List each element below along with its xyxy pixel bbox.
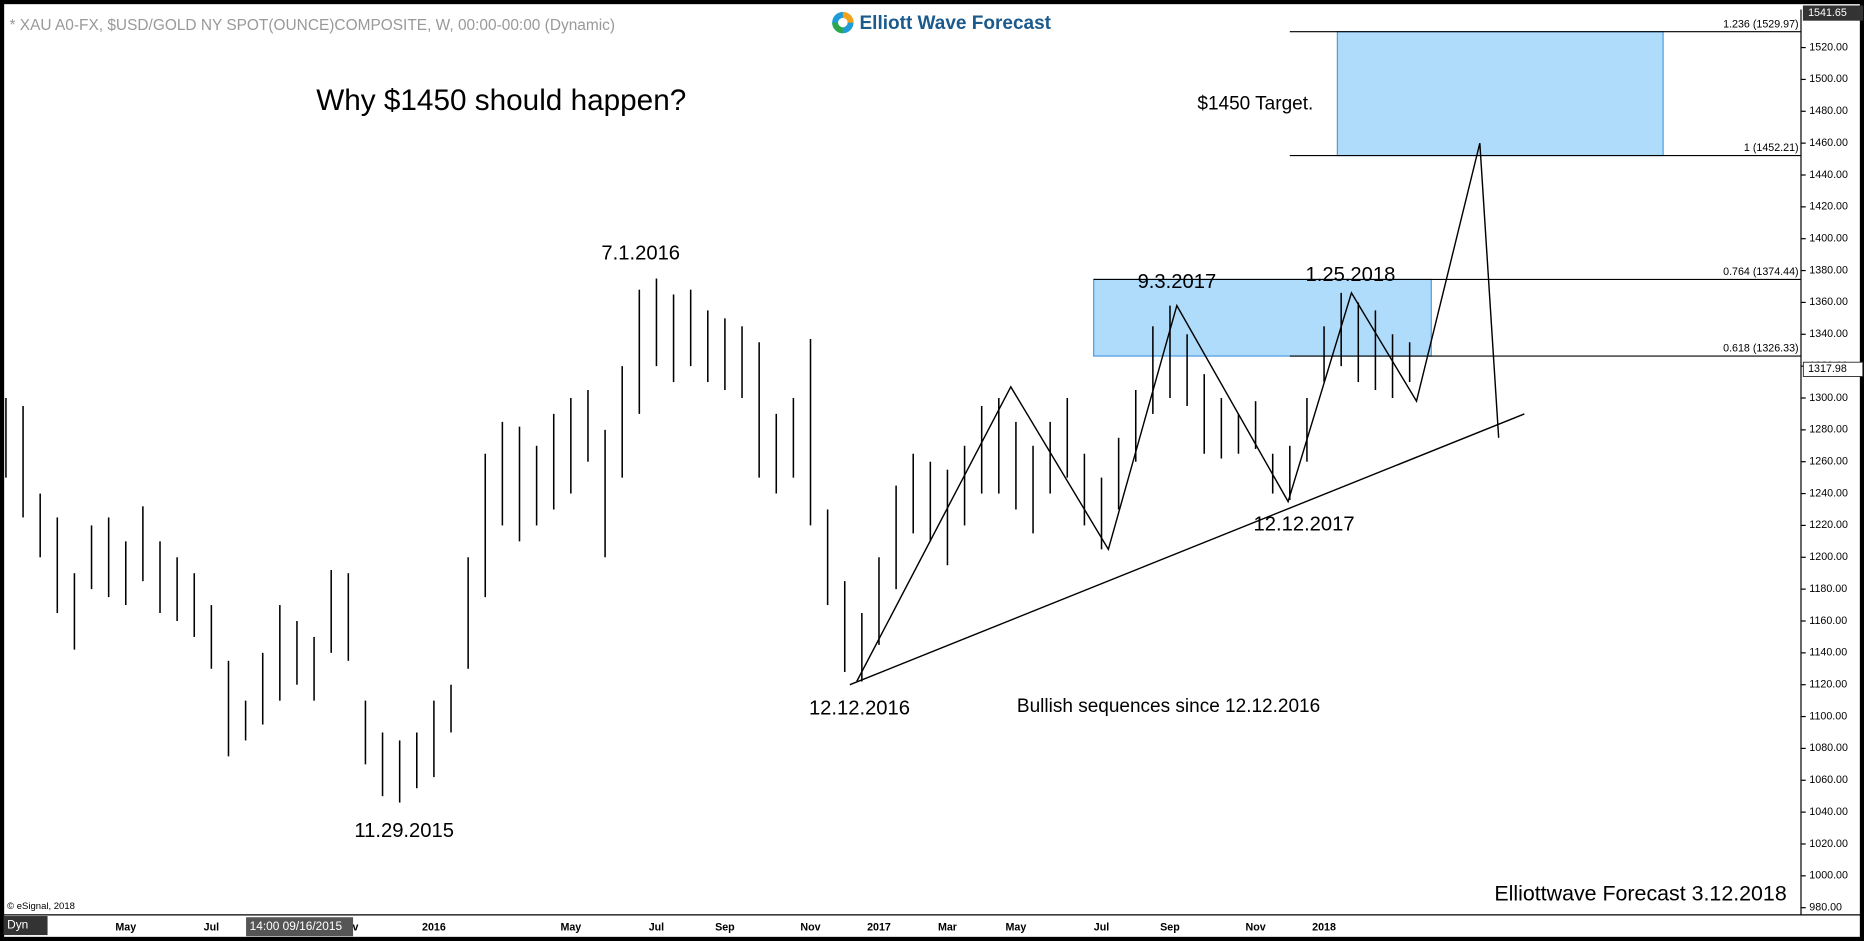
y-tick-label: 1500.00	[1809, 73, 1848, 85]
x-tick-label: Sep	[1160, 922, 1180, 934]
fib-label: 0.618 (1326.33)	[1723, 343, 1798, 355]
x-tick-label: Jul	[649, 922, 664, 934]
y-tick-label: 1100.00	[1809, 710, 1847, 722]
y-tick-label: 1260.00	[1809, 456, 1848, 468]
y-tick-label: 1060.00	[1809, 774, 1848, 786]
y-tick-label: 1460.00	[1809, 137, 1848, 149]
y-tick-label: 1020.00	[1809, 838, 1848, 850]
x-tick-label: Nov	[800, 922, 820, 934]
x-tick-label: Jul	[1094, 922, 1109, 934]
trendline	[849, 413, 1525, 686]
y-tick-label: 1520.00	[1809, 41, 1848, 53]
target-zone	[1336, 31, 1664, 157]
logo-icon-center	[838, 17, 848, 28]
cursor-box	[246, 917, 354, 937]
annotation: 1.25.2018	[1306, 264, 1396, 286]
y-tick-label: 1280.00	[1809, 424, 1848, 436]
y-tick-label: 1340.00	[1809, 328, 1848, 340]
x-tick-label: 2018	[1312, 922, 1336, 934]
price-marker-label: 1317.98	[1808, 363, 1847, 375]
y-tick-label: 1180.00	[1809, 583, 1847, 595]
y-tick-label: 1000.00	[1809, 870, 1848, 882]
annotation: 9.3.2017	[1138, 271, 1217, 293]
brand: Elliott Wave Forecast	[859, 13, 1051, 34]
y-tick-label: 1480.00	[1809, 105, 1848, 117]
y-tick-label: 1140.00	[1809, 647, 1847, 659]
annotation: 7.1.2016	[601, 243, 680, 265]
x-tick-label: May	[115, 922, 136, 934]
headline: Why $1450 should happen?	[316, 84, 686, 117]
y-tick-label: 980.00	[1809, 902, 1842, 914]
y-tick-label: 1360.00	[1809, 296, 1848, 308]
x-tick-label: Nov	[1245, 922, 1265, 934]
price-marker-box	[1802, 361, 1864, 377]
brand-logo	[832, 11, 854, 34]
annotation: 12.12.2016	[809, 698, 910, 720]
annotation: © eSignal, 2018	[7, 901, 75, 912]
x-tick-label: 2016	[422, 922, 446, 934]
annotation: 12.12.2017	[1254, 514, 1355, 536]
annotation: Elliottwave Forecast 3.12.2018	[1494, 881, 1786, 905]
y-tick-label: 1400.00	[1809, 233, 1848, 245]
annotation: Bullish sequences since 12.12.2016	[1017, 696, 1320, 717]
y-tick-label: 1240.00	[1809, 487, 1848, 499]
y-tick-label: 1080.00	[1809, 742, 1848, 754]
y-tick-label: 1380.00	[1809, 264, 1848, 276]
y-tick-label: 1200.00	[1809, 551, 1848, 563]
fib-label: 0.764 (1374.44)	[1723, 266, 1798, 278]
price-marker-box	[1802, 5, 1864, 21]
x-tick-label: Mar	[938, 922, 957, 934]
y-tick-label: 1300.00	[1809, 392, 1848, 404]
annotation: $1450 Target.	[1197, 94, 1313, 115]
x-tick-label: Sep	[715, 922, 735, 934]
annotation: 11.29.2015	[354, 820, 454, 842]
y-tick-label: 1220.00	[1809, 519, 1848, 531]
y-tick-label: 1440.00	[1809, 169, 1848, 181]
price-marker-label: 1541.65	[1808, 7, 1847, 19]
wave-projection	[856, 142, 1500, 682]
x-tick-label: Jul	[204, 922, 219, 934]
x-tick-label: 2017	[867, 922, 891, 934]
y-tick-label: 1120.00	[1809, 679, 1847, 691]
fib-label: 1 (1452.21)	[1744, 142, 1799, 154]
x-tick-label: May	[1006, 922, 1027, 934]
y-tick-label: 1420.00	[1809, 201, 1848, 213]
chart-title: * XAU A0-FX, $USD/GOLD NY SPOT(OUNCE)COM…	[10, 17, 616, 34]
x-tick-label: May	[560, 922, 581, 934]
interval-box	[3, 916, 48, 936]
y-tick-label: 1160.00	[1809, 615, 1847, 627]
y-tick-label: 1040.00	[1809, 806, 1848, 818]
cursor-label: 14:00 09/16/2015	[250, 919, 343, 933]
fib-label: 1.236 (1529.97)	[1723, 18, 1798, 30]
interval-label: Dyn	[7, 918, 28, 932]
